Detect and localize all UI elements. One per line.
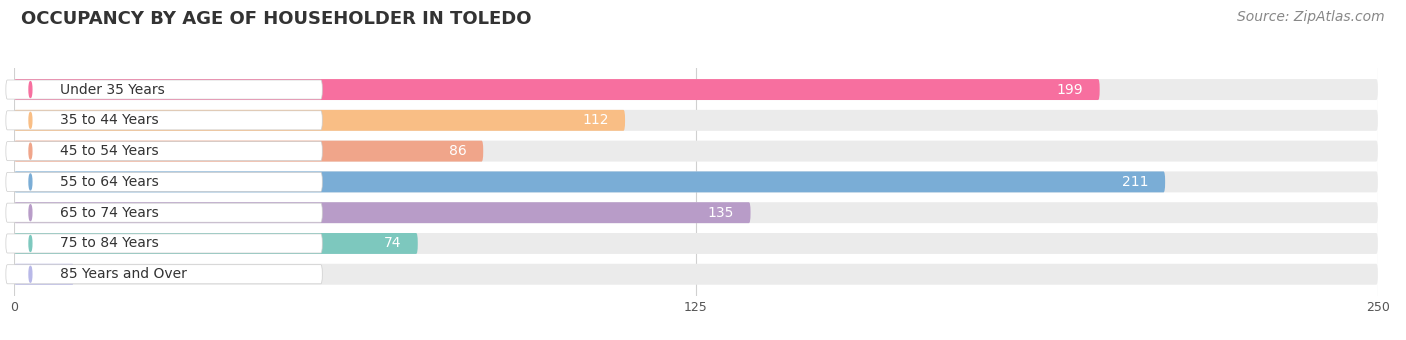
Circle shape — [30, 266, 32, 282]
Text: 55 to 64 Years: 55 to 64 Years — [60, 175, 159, 189]
FancyBboxPatch shape — [14, 264, 75, 285]
Text: 11: 11 — [90, 267, 108, 281]
Text: 45 to 54 Years: 45 to 54 Years — [60, 144, 159, 158]
FancyBboxPatch shape — [6, 111, 322, 130]
FancyBboxPatch shape — [6, 234, 322, 253]
Text: 85 Years and Over: 85 Years and Over — [60, 267, 187, 281]
FancyBboxPatch shape — [14, 79, 1099, 100]
Text: 86: 86 — [449, 144, 467, 158]
Circle shape — [30, 205, 32, 221]
Text: OCCUPANCY BY AGE OF HOUSEHOLDER IN TOLEDO: OCCUPANCY BY AGE OF HOUSEHOLDER IN TOLED… — [21, 10, 531, 28]
FancyBboxPatch shape — [14, 264, 1378, 285]
Text: 112: 112 — [582, 113, 609, 128]
FancyBboxPatch shape — [14, 171, 1166, 192]
FancyBboxPatch shape — [14, 233, 418, 254]
FancyBboxPatch shape — [14, 171, 1378, 192]
Circle shape — [30, 82, 32, 98]
Circle shape — [30, 236, 32, 251]
Text: 65 to 74 Years: 65 to 74 Years — [60, 206, 159, 220]
Text: Under 35 Years: Under 35 Years — [60, 83, 165, 97]
FancyBboxPatch shape — [14, 141, 1378, 162]
Text: 74: 74 — [384, 236, 401, 251]
FancyBboxPatch shape — [6, 141, 322, 161]
FancyBboxPatch shape — [14, 110, 1378, 131]
FancyBboxPatch shape — [14, 141, 484, 162]
Circle shape — [30, 174, 32, 190]
Circle shape — [30, 113, 32, 128]
Circle shape — [30, 143, 32, 159]
FancyBboxPatch shape — [6, 80, 322, 99]
FancyBboxPatch shape — [14, 110, 626, 131]
Text: 135: 135 — [707, 206, 734, 220]
FancyBboxPatch shape — [14, 233, 1378, 254]
FancyBboxPatch shape — [14, 202, 751, 223]
FancyBboxPatch shape — [6, 203, 322, 222]
Text: 211: 211 — [1122, 175, 1149, 189]
FancyBboxPatch shape — [14, 79, 1378, 100]
FancyBboxPatch shape — [14, 202, 1378, 223]
Text: 35 to 44 Years: 35 to 44 Years — [60, 113, 159, 128]
FancyBboxPatch shape — [6, 172, 322, 191]
Text: 199: 199 — [1057, 83, 1083, 97]
Text: 75 to 84 Years: 75 to 84 Years — [60, 236, 159, 251]
Text: Source: ZipAtlas.com: Source: ZipAtlas.com — [1237, 10, 1385, 24]
FancyBboxPatch shape — [6, 265, 322, 284]
